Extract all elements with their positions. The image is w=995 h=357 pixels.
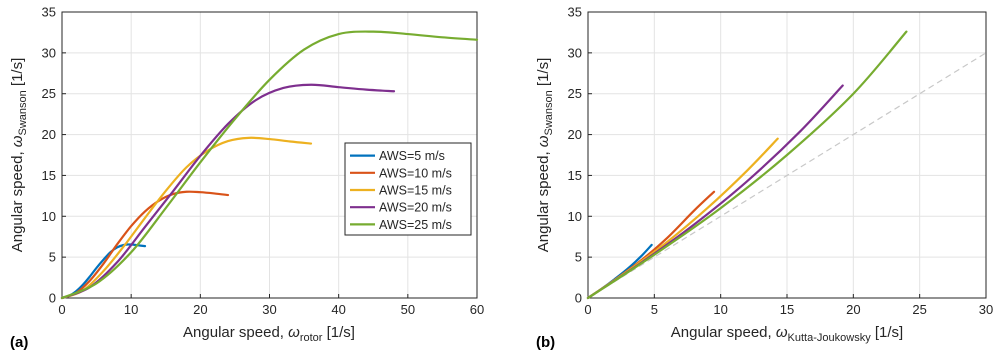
- y-axis-label-b: Angular speed, ωSwanson [1/s]: [535, 58, 555, 253]
- y-tick-label: 10: [568, 209, 582, 224]
- y-tick-label: 35: [42, 5, 56, 20]
- y-tick-label: 0: [49, 291, 56, 306]
- series-line-5: [60, 30, 479, 300]
- x-tick-label: 25: [912, 302, 926, 317]
- y-axis-label-a: Angular speed, ωSwanson [1/s]: [9, 58, 29, 253]
- y-tick-label: 20: [568, 127, 582, 142]
- panel-b: 0 5 10 15 20 25 30 0 5 10 15 20 25 30 35 Angular speed…: [535, 5, 993, 352]
- series-b: [586, 30, 908, 300]
- y-tick-label: 25: [42, 86, 56, 101]
- x-tick-label: 60: [470, 302, 484, 317]
- legend-entry: AWS=15 m/s: [379, 184, 452, 198]
- legend-entry: AWS=5 m/s: [379, 149, 445, 163]
- legend-entry: AWS=10 m/s: [379, 166, 452, 180]
- x-tick-label: 5: [651, 302, 658, 317]
- series-line-3: [60, 136, 313, 300]
- series-line-4: [60, 83, 396, 300]
- x-tick-label: 20: [846, 302, 860, 317]
- ticks-a: 0 10 20 30 40 50 60 0 5 10 15 20 25 30 35: [42, 5, 485, 318]
- x-axis-label-a: Angular speed, ωrotor [1/s]: [183, 324, 355, 344]
- x-tick-label: 40: [331, 302, 345, 317]
- y-tick-label: 30: [42, 45, 56, 60]
- panel-label-a: (a): [10, 334, 28, 351]
- y-tick-label: 15: [568, 168, 582, 183]
- legend-a: AWS=5 m/s AWS=10 m/s AWS=15 m/s AWS=20 m/s A…: [344, 142, 472, 236]
- x-tick-label: 30: [979, 302, 993, 317]
- x-tick-label: 10: [713, 302, 727, 317]
- ticks-b: 0 5 10 15 20 25 30 0 5 10 15 20 25 30 35: [568, 5, 994, 318]
- x-tick-label: 20: [193, 302, 207, 317]
- y-tick-label: 15: [42, 168, 56, 183]
- legend-entry: AWS=25 m/s: [379, 218, 452, 232]
- y-tick-label: 35: [568, 5, 582, 20]
- reference-line: [587, 52, 987, 299]
- x-tick-label: 0: [584, 302, 591, 317]
- x-tick-label: 30: [262, 302, 276, 317]
- y-tick-label: 20: [42, 127, 56, 142]
- series-a: [60, 30, 479, 300]
- x-axis-label-b: Angular speed, ωKutta-Joukowsky [1/s]: [671, 324, 903, 344]
- y-tick-label: 5: [49, 250, 56, 265]
- legend-entry: AWS=20 m/s: [379, 201, 452, 215]
- panel-label-b: (b): [536, 334, 555, 351]
- y-tick-label: 10: [42, 209, 56, 224]
- y-tick-label: 0: [575, 291, 582, 306]
- x-tick-label: 50: [401, 302, 415, 317]
- y-tick-label: 30: [568, 45, 582, 60]
- y-tick-label: 5: [575, 250, 582, 265]
- x-tick-label: 15: [780, 302, 794, 317]
- x-tick-label: 10: [124, 302, 138, 317]
- x-tick-label: 0: [58, 302, 65, 317]
- series-line-5: [586, 30, 908, 300]
- reference-line-b: [587, 52, 987, 299]
- y-tick-label: 25: [568, 86, 582, 101]
- series-line-2: [60, 190, 230, 300]
